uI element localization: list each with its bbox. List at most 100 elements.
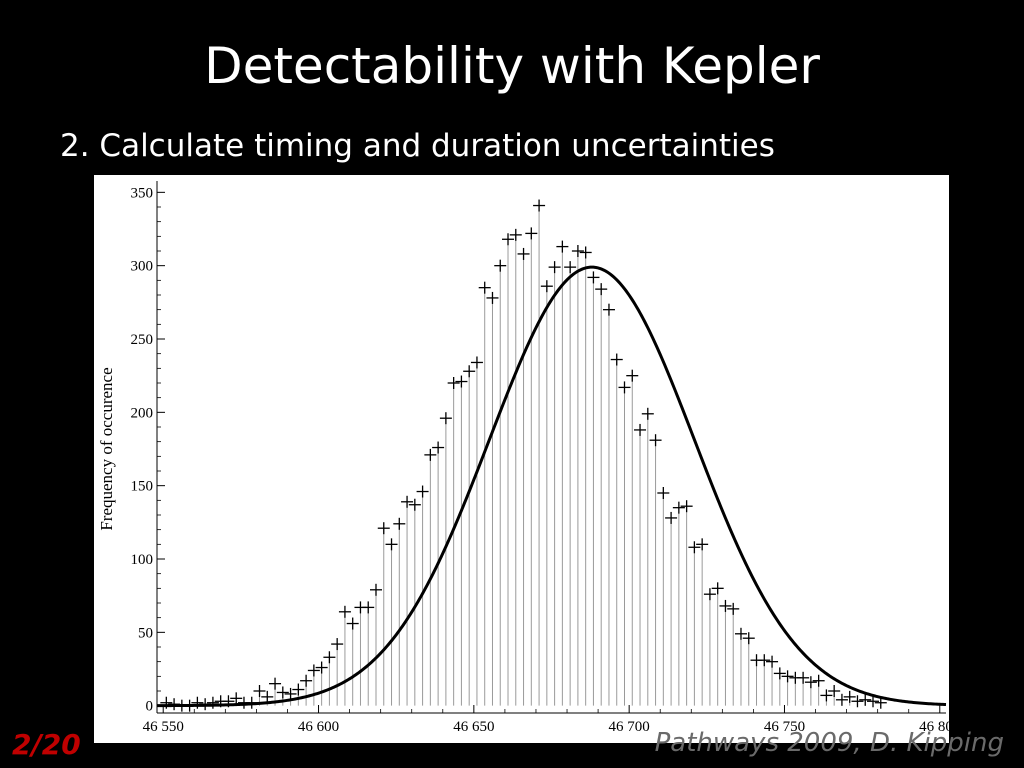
data-point-marker xyxy=(758,654,771,667)
data-point-marker xyxy=(385,538,398,551)
data-point-marker xyxy=(727,602,740,615)
y-tick-label: 50 xyxy=(138,625,153,641)
histogram-point-markers xyxy=(160,199,887,712)
data-point-marker xyxy=(703,588,716,601)
x-tick-label: 46 750 xyxy=(764,719,805,735)
data-point-marker xyxy=(595,283,608,296)
data-point-marker xyxy=(835,693,848,706)
data-point-marker xyxy=(307,664,320,677)
data-point-marker xyxy=(781,670,794,683)
data-point-marker xyxy=(734,627,747,640)
data-point-marker xyxy=(564,261,577,274)
histogram-bars xyxy=(165,205,882,706)
y-tick-label: 350 xyxy=(131,185,154,201)
data-point-marker xyxy=(525,227,538,240)
data-point-marker xyxy=(377,522,390,535)
data-point-marker xyxy=(517,247,530,260)
data-point-marker xyxy=(315,661,328,674)
data-point-marker xyxy=(851,695,864,708)
y-tick-label: 300 xyxy=(131,259,154,275)
data-point-marker xyxy=(773,667,786,680)
data-point-marker xyxy=(478,281,491,294)
data-point-marker xyxy=(369,583,382,596)
data-point-marker xyxy=(424,448,437,461)
data-point-marker xyxy=(408,498,421,511)
x-tick-label: 46 600 xyxy=(298,719,339,735)
slide-page-number: 2/20 xyxy=(12,728,81,761)
axis-tick-labels: 0 50 100 150 200 250 300 350 46 550 46 600 46 650 4… xyxy=(131,185,950,735)
data-point-marker xyxy=(797,671,810,684)
x-tick-label: 46 550 xyxy=(143,719,184,735)
data-point-marker xyxy=(269,677,282,690)
data-point-marker xyxy=(323,651,336,664)
data-point-marker xyxy=(602,303,615,316)
data-point-marker xyxy=(432,441,445,454)
data-point-marker xyxy=(867,695,880,708)
data-point-marker xyxy=(292,683,305,696)
data-point-marker xyxy=(618,381,631,394)
x-tick-label: 46 700 xyxy=(609,719,650,735)
data-point-marker xyxy=(579,246,592,259)
data-point-marker xyxy=(742,632,755,645)
data-point-marker xyxy=(828,685,841,697)
data-point-marker xyxy=(439,412,452,425)
data-point-marker xyxy=(494,259,507,272)
data-point-marker xyxy=(276,686,289,699)
data-point-marker xyxy=(540,280,553,293)
frequency-histogram-chart: 0 50 100 150 200 250 300 350 46 550 46 600 46 650 4… xyxy=(97,181,950,735)
data-point-marker xyxy=(455,375,468,388)
data-point-marker xyxy=(812,674,825,687)
data-point-marker xyxy=(804,676,817,689)
slide-bullet-point: 2. Calculate timing and duration uncerta… xyxy=(60,128,775,164)
data-point-marker xyxy=(688,541,701,554)
data-point-marker xyxy=(711,582,724,595)
data-point-marker xyxy=(338,605,351,618)
data-point-marker xyxy=(463,365,476,378)
data-point-marker xyxy=(548,261,561,274)
data-point-marker xyxy=(447,377,460,389)
data-point-marker xyxy=(300,674,313,687)
data-point-marker xyxy=(362,601,375,614)
y-axis-label: Frequency of occurence xyxy=(97,367,116,530)
chart-axes xyxy=(156,181,946,714)
data-point-marker xyxy=(610,353,623,366)
data-point-marker xyxy=(416,485,429,498)
data-point-marker xyxy=(331,638,344,651)
data-point-marker xyxy=(587,271,600,284)
data-point-marker xyxy=(649,434,662,447)
data-point-marker xyxy=(470,356,483,369)
data-point-marker xyxy=(533,199,546,212)
data-point-marker xyxy=(346,617,359,630)
histogram-plot-panel: 0 50 100 150 200 250 300 350 46 550 46 600 46 650 4… xyxy=(94,175,949,743)
x-tick-label: 46 650 xyxy=(453,719,494,735)
data-point-marker xyxy=(261,690,274,703)
data-point-marker xyxy=(284,687,297,700)
data-point-marker xyxy=(571,245,584,257)
y-tick-label: 100 xyxy=(131,552,154,568)
data-point-marker xyxy=(766,655,779,668)
data-point-marker xyxy=(859,693,872,706)
data-point-marker xyxy=(641,407,654,420)
x-tick-label: 46 800 xyxy=(919,719,949,735)
data-point-marker xyxy=(206,696,219,709)
data-point-marker xyxy=(696,538,709,551)
y-tick-label: 200 xyxy=(131,405,154,421)
data-point-marker xyxy=(672,501,685,514)
data-point-marker xyxy=(680,500,693,513)
data-point-marker xyxy=(719,599,732,612)
data-point-marker xyxy=(502,233,515,246)
gaussian-fit-curve xyxy=(157,265,947,708)
data-point-marker xyxy=(401,495,414,508)
data-point-marker xyxy=(556,240,569,253)
data-point-marker xyxy=(665,511,678,524)
data-point-marker xyxy=(230,692,243,705)
data-point-marker xyxy=(820,689,833,702)
data-point-marker xyxy=(509,228,522,241)
data-point-marker xyxy=(843,690,856,703)
data-point-marker xyxy=(486,291,499,304)
y-tick-label: 250 xyxy=(131,332,154,348)
footer-credit: Pathways 2009, D. Kipping xyxy=(654,728,1004,758)
data-point-marker xyxy=(657,487,670,499)
data-point-marker xyxy=(626,369,639,382)
data-point-marker xyxy=(253,685,266,697)
